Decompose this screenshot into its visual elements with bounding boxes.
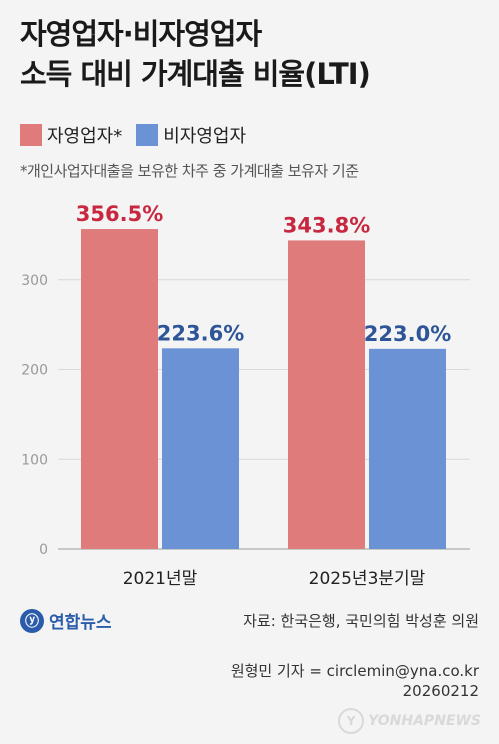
- bar-chart: 0 100 200 300 356.5% 223.6% 2021년말 343.8% 223.0%…: [21, 202, 470, 589]
- bar-self-employed-0: [81, 229, 158, 549]
- source-text: 자료: 한국은행, 국민의힘 박성훈 의원: [243, 612, 479, 630]
- data-label: 343.8%: [283, 213, 370, 237]
- watermark: Y YONHAPNEWS: [338, 708, 481, 734]
- yonhap-logo: ⓨ 연합뉴스: [20, 608, 112, 633]
- date-text: 20260212: [402, 682, 479, 700]
- yonhap-logo-icon: ⓨ: [20, 608, 44, 633]
- title-line-2: 소득 대비 가계대출 비율(LTI): [20, 57, 371, 91]
- x-tick-label: 2021년말: [123, 569, 198, 589]
- data-label: 356.5%: [76, 202, 163, 226]
- chart-note: *개인사업자대출을 보유한 차주 중 가계대출 보유자 기준: [20, 162, 359, 180]
- y-tick-label: 0: [39, 542, 48, 558]
- legend-swatch-non-self-employed: [136, 124, 159, 146]
- data-label: 223.6%: [157, 321, 244, 345]
- bar-non-self-employed-1: [369, 348, 446, 549]
- legend-label-self-employed: 자영업자*: [47, 126, 123, 147]
- chart-title: 자영업자·비자영업자 소득 대비 가계대출 비율(LTI): [20, 14, 480, 94]
- data-label: 223.0%: [364, 322, 451, 346]
- bar-self-employed-1: [288, 240, 365, 549]
- title-line-1: 자영업자·비자영업자: [20, 17, 262, 51]
- legend-item-self-employed: 자영업자*: [20, 122, 122, 148]
- bar-non-self-employed-0: [162, 348, 239, 549]
- y-tick-label: 100: [21, 452, 48, 468]
- yonhap-logo-text: 연합뉴스: [49, 613, 112, 633]
- legend-item-non-self-employed: 비자영업자: [136, 122, 246, 148]
- watermark-icon: Y: [338, 708, 365, 734]
- x-tick-label: 2025년3분기말: [309, 569, 426, 589]
- legend: 자영업자* 비자영업자: [20, 122, 260, 148]
- legend-swatch-self-employed: [20, 124, 42, 146]
- watermark-text: YONHAPNEWS: [368, 713, 481, 729]
- y-tick-label: 300: [21, 273, 48, 289]
- y-tick-label: 200: [21, 363, 48, 379]
- reporter-text: 원형민 기자 = circlemin@yna.co.kr: [230, 662, 479, 680]
- legend-label-non-self-employed: 비자영업자: [163, 126, 247, 147]
